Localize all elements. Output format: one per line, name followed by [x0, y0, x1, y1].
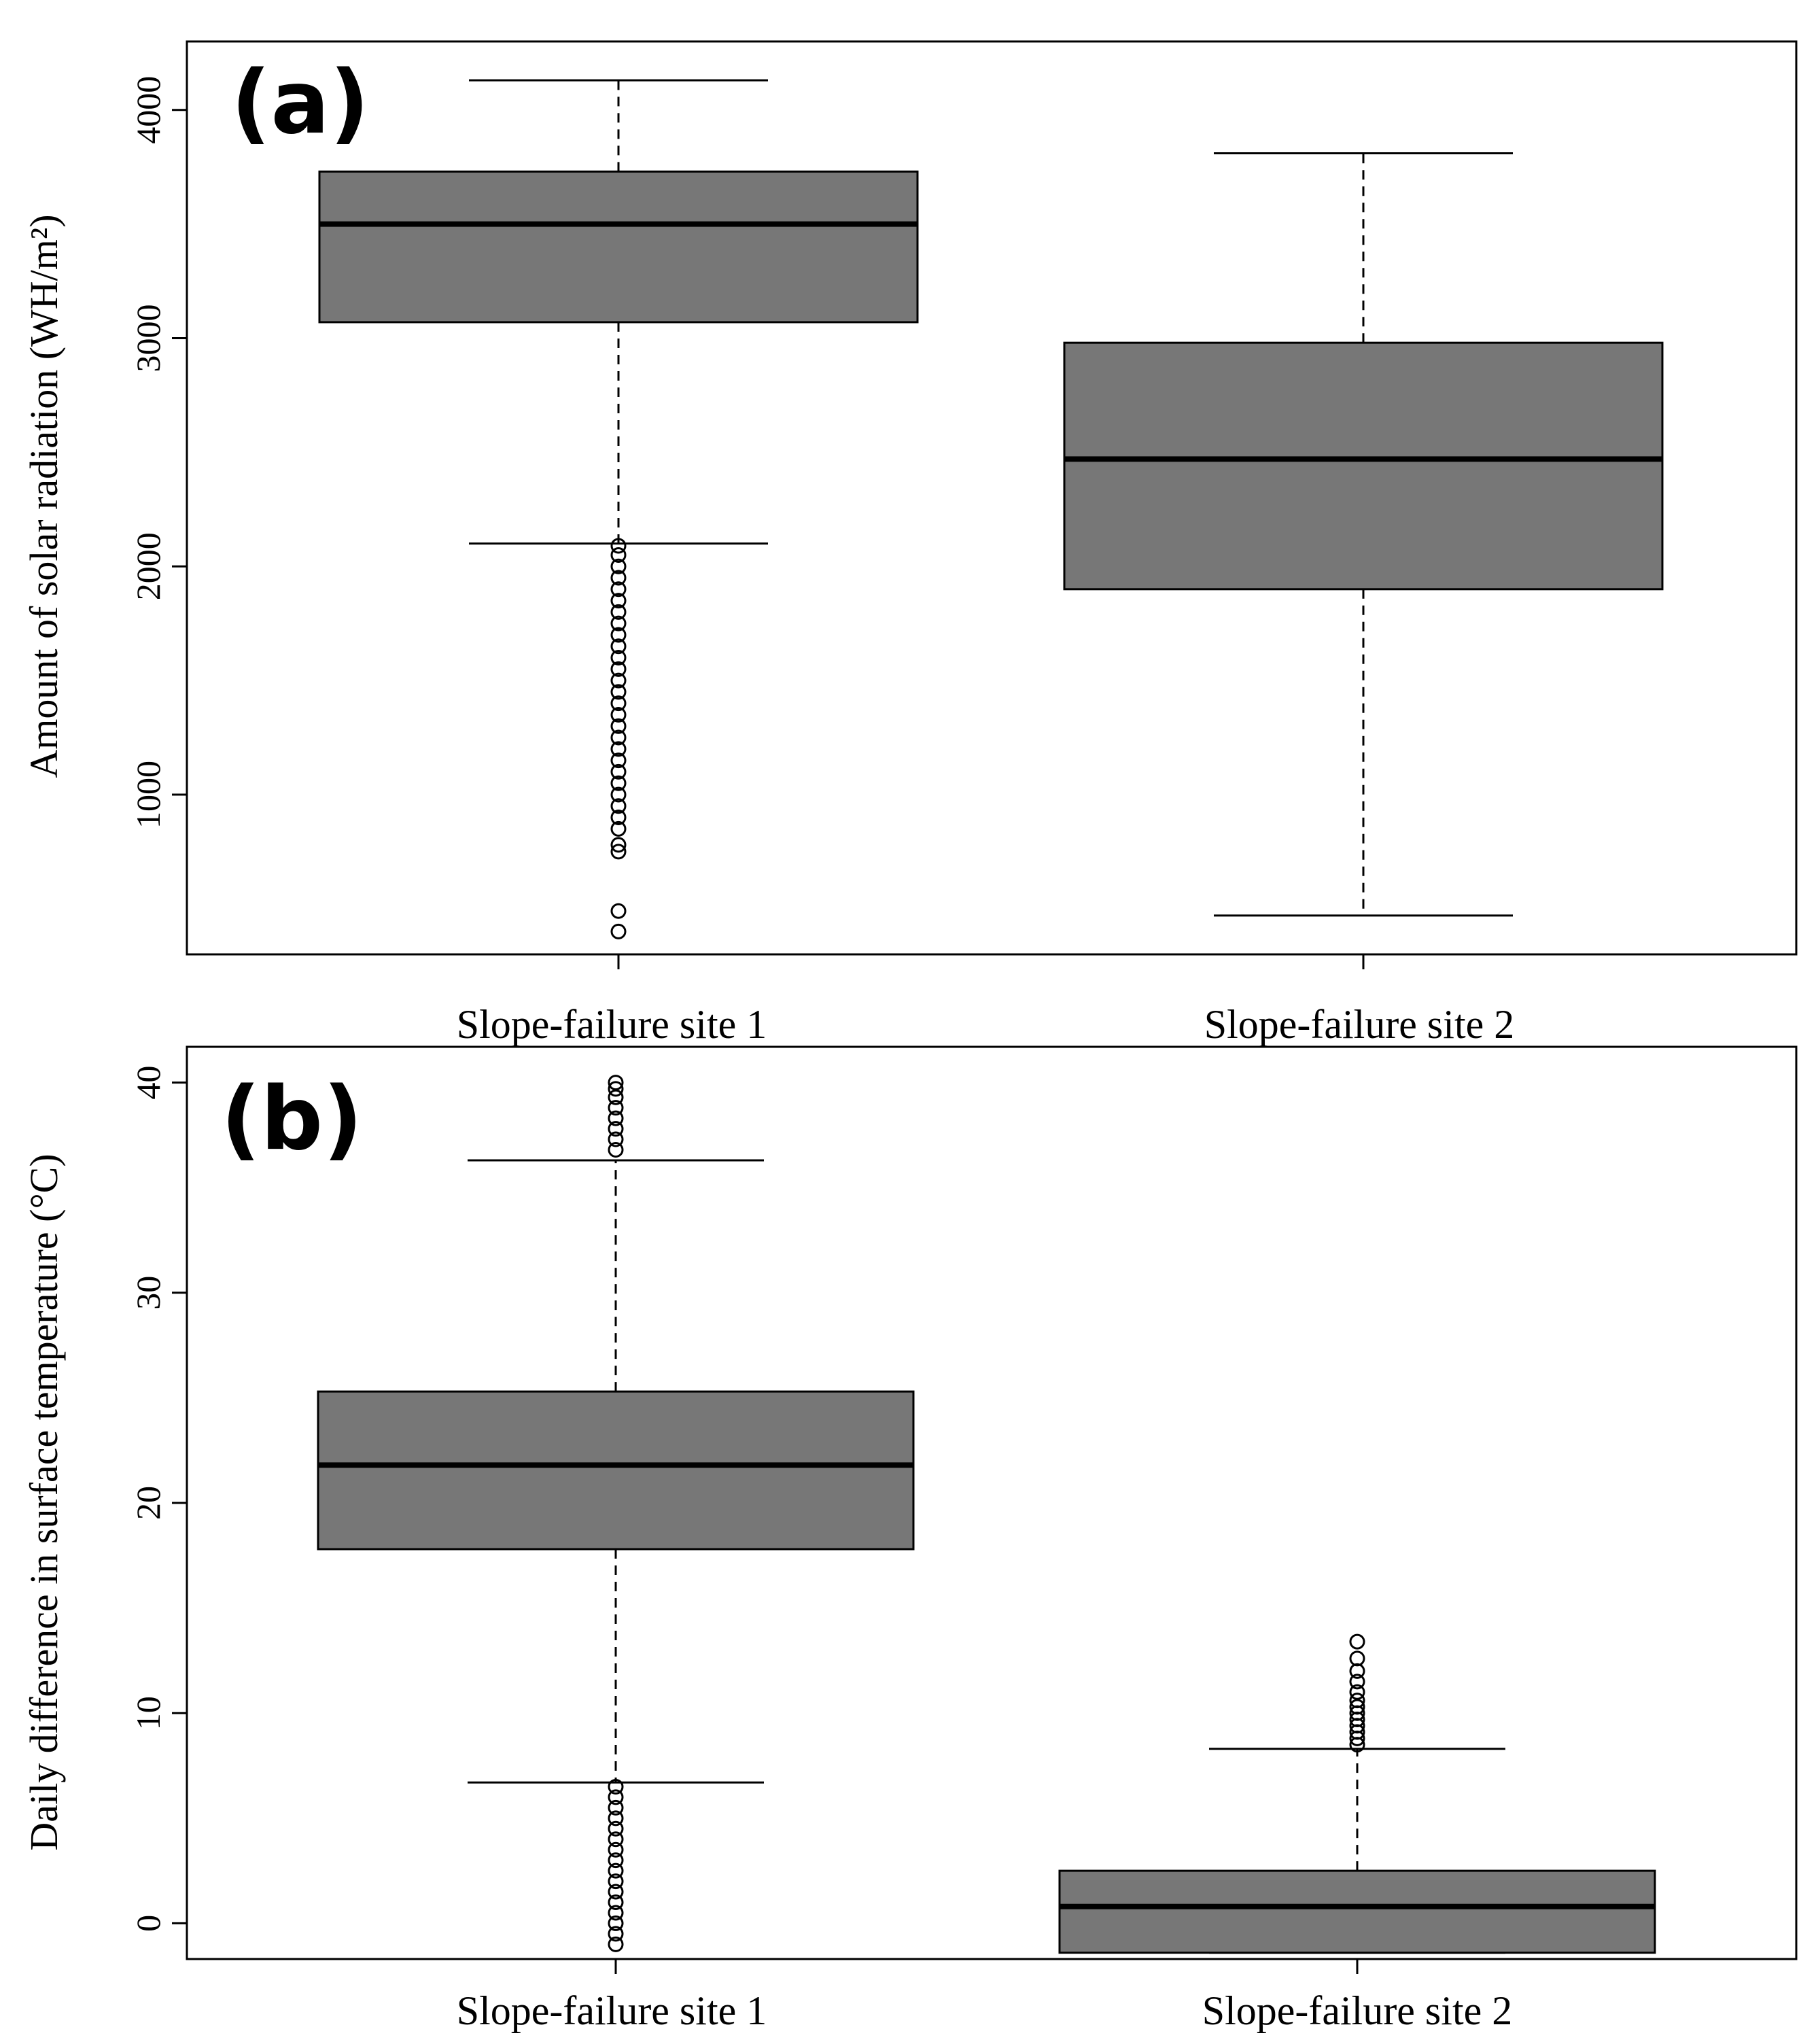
panel-b-site-1-box — [317, 1390, 915, 1551]
panel-b-site-1-outlier — [608, 1926, 624, 1942]
panel-a-site-2-box — [1063, 341, 1664, 591]
panel-b-site-1-outlier — [608, 1863, 624, 1879]
panel-b-site-1-outlier — [608, 1100, 624, 1116]
panel-b-site-1-outlier — [608, 1820, 624, 1837]
panel-b-site-2-outlier — [1349, 1693, 1365, 1709]
panel-a-y-tick-label: 4000 — [129, 76, 167, 144]
panel-b-site-1-outlier — [608, 1089, 624, 1105]
panel-a-site-1-outlier — [610, 903, 627, 919]
panel-b-site-1-outlier — [608, 1884, 624, 1900]
panel-a-site-1-outlier — [610, 763, 627, 780]
panel-b-site-1-outlier — [608, 1873, 624, 1890]
panel-a-y-tick-label: 1000 — [129, 761, 167, 829]
panel-b-site-2-outlier — [1349, 1633, 1365, 1650]
panel-b-site-2-box — [1058, 1869, 1656, 1954]
panel-b-site-1-outlier — [608, 1852, 624, 1869]
panel-b-temperature-difference: (b) Daily difference in surface temperat… — [22, 1045, 1798, 2033]
panel-a-site-1-outlier — [610, 798, 627, 814]
panel-b-y-tick-label: 40 — [129, 1066, 167, 1100]
panel-b-site-1-outlier — [608, 1778, 624, 1795]
panel-a-site-1-outlier — [610, 820, 627, 837]
panel-b-y-tick-label: 0 — [129, 1915, 167, 1932]
panel-a-site-1-outlier — [610, 581, 627, 597]
panel-b-x-tick-label-site-2: Slope-failure site 2 — [1202, 1988, 1513, 2033]
panel-b-site-1-outlier — [608, 1081, 624, 1097]
panel-a-site-1-outlier — [610, 593, 627, 609]
panel-b-site-2-outlier — [1349, 1699, 1365, 1715]
panel-a-site-1-outlier — [610, 844, 627, 860]
panel-b-site-1-outlier — [608, 1142, 624, 1158]
panel-b-label: (b) — [221, 1069, 363, 1170]
panel-b-site-2-outlier — [1349, 1684, 1365, 1700]
panel-a-site-1-outlier — [610, 558, 627, 574]
panel-a-site-1-outlier — [610, 570, 627, 586]
panel-b-site-1-outlier — [608, 1799, 624, 1816]
panel-a-site-1-outlier — [610, 672, 627, 689]
panel-a-site-1-outlier — [610, 706, 627, 723]
panel-a-site-1-outlier — [610, 695, 627, 712]
panel-b-y-tick-label: 30 — [129, 1276, 167, 1310]
panel-a-site-1-outlier — [610, 775, 627, 791]
panel-a-site-1-outlier — [610, 837, 627, 853]
panel-b-site-1-outlier — [608, 1841, 624, 1858]
panel-a-site-1-outlier — [610, 615, 627, 631]
panel-a-site-1-outlier — [610, 627, 627, 643]
panel-a-site-1-outlier — [610, 638, 627, 655]
panel-a-site-1-outlier — [610, 661, 627, 677]
panel-a-site-1-outlier — [610, 786, 627, 803]
panel-b-site-1-outlier — [608, 1810, 624, 1826]
panel-a-site-1-box — [318, 170, 919, 324]
panel-a-site-1-outlier — [610, 810, 627, 826]
panel-b-site-2-outlier — [1349, 1674, 1365, 1690]
panel-b-site-2-outlier — [1349, 1663, 1365, 1679]
panel-b-site-1-outlier — [608, 1789, 624, 1805]
panel-a-x-tick-label-site-1: Slope-failure site 1 — [457, 1002, 767, 1047]
panel-a-site-1-outlier — [610, 650, 627, 666]
panel-b-site-2-outlier — [1349, 1650, 1365, 1667]
panel-a-site-1-outlier — [610, 604, 627, 620]
panel-b-site-1-outlier — [608, 1936, 624, 1952]
panel-a-site-1-outlier — [610, 741, 627, 757]
panel-b-site-1-outlier — [608, 1831, 624, 1848]
panel-b-site-1-outlier — [608, 1131, 624, 1147]
panel-b-site-1-outlier — [608, 1075, 624, 1091]
panel-b-x-tick-label-site-1: Slope-failure site 1 — [457, 1988, 767, 2033]
panel-a-y-tick-label: 3000 — [129, 304, 167, 372]
panel-b-site-1-outlier — [608, 1110, 624, 1126]
panel-a-y-tick-label: 2000 — [129, 532, 167, 600]
panel-b-site-1-outlier — [608, 1121, 624, 1137]
panel-a-site-1-outlier — [610, 752, 627, 769]
panel-a-solar-radiation: (a) Amount of solar radiation (WH/m²) Sl… — [22, 40, 1798, 1047]
panel-a-site-1-outlier — [610, 684, 627, 700]
panel-b-y-tick-label: 20 — [129, 1486, 167, 1520]
panel-b-site-1-outlier — [608, 1905, 624, 1921]
panel-a-x-tick-label-site-2: Slope-failure site 2 — [1204, 1002, 1515, 1047]
panel-a-site-1-outlier — [610, 923, 627, 939]
panel-a-site-1-outlier — [610, 729, 627, 746]
panel-b-site-1-outlier — [608, 1915, 624, 1931]
panel-a-site-1-outlier — [610, 547, 627, 563]
panel-a-plot-frame — [186, 40, 1798, 956]
panel-b-y-axis-label: Daily difference in surface temperature … — [22, 1154, 66, 1850]
panel-b-site-1-outlier — [608, 1894, 624, 1911]
panel-a-site-1-outlier — [610, 538, 627, 554]
panel-a-site-1-outlier — [610, 718, 627, 734]
panel-b-y-tick-label: 10 — [129, 1696, 167, 1730]
panel-a-y-axis-label: Amount of solar radiation (WH/m²) — [22, 214, 66, 778]
panel-a-label: (a) — [231, 52, 369, 154]
